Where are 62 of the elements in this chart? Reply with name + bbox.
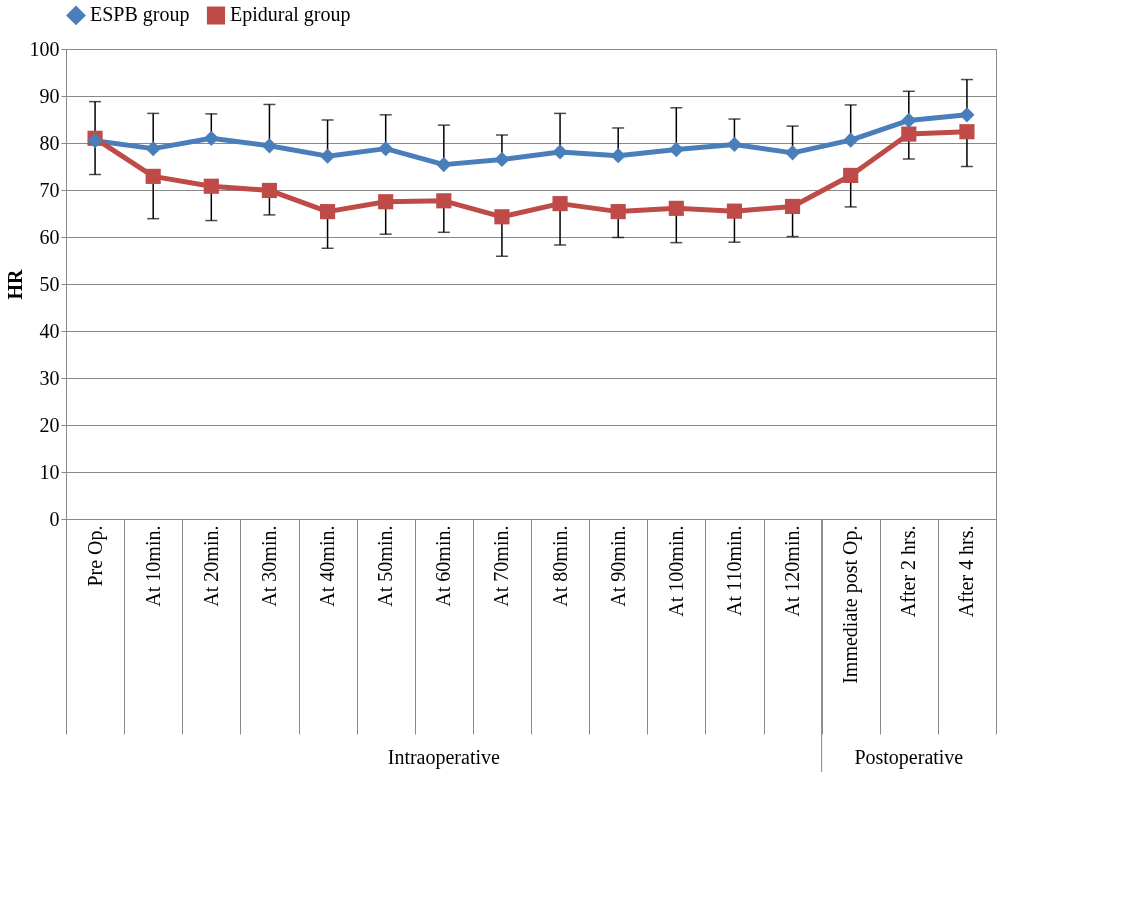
point bbox=[436, 193, 452, 209]
point bbox=[959, 107, 975, 123]
x-tick-label: At 40min. bbox=[316, 525, 339, 607]
legend-label: Epidural group bbox=[230, 3, 351, 27]
x-tick-label: At 60min. bbox=[432, 525, 455, 607]
x-tick-label: At 70min. bbox=[490, 525, 513, 607]
x-tick-label: After 4 hrs. bbox=[955, 525, 978, 618]
point bbox=[726, 136, 743, 152]
x-tick-label: At 10min. bbox=[141, 525, 164, 607]
x-tick-label: At 100min. bbox=[664, 525, 687, 617]
point bbox=[552, 144, 568, 160]
point bbox=[901, 126, 917, 142]
point bbox=[959, 124, 975, 140]
x-tick-label: At 80min. bbox=[548, 525, 571, 607]
point bbox=[203, 130, 219, 146]
point bbox=[668, 200, 684, 216]
point bbox=[784, 198, 801, 215]
x-tick-label: At 50min. bbox=[374, 525, 397, 607]
point bbox=[726, 203, 743, 219]
point bbox=[378, 194, 394, 210]
point bbox=[319, 148, 336, 164]
legend-label: ESPB group bbox=[90, 3, 190, 27]
point bbox=[261, 138, 278, 154]
point bbox=[843, 167, 859, 184]
text: Intraoperative bbox=[387, 746, 501, 769]
text: Postoperative bbox=[854, 746, 964, 769]
y-tick-label: 30 bbox=[39, 366, 60, 389]
point bbox=[843, 132, 859, 148]
x-tick-label: At 110min. bbox=[722, 525, 745, 616]
point bbox=[319, 204, 336, 220]
point bbox=[436, 157, 452, 173]
x-tick-label: At 20min. bbox=[199, 525, 222, 607]
x-tick-label: At 30min. bbox=[257, 525, 280, 607]
point bbox=[261, 182, 278, 199]
y-tick-label: 70 bbox=[39, 178, 60, 201]
point bbox=[494, 209, 510, 225]
x-tick-label: Pre Op. bbox=[83, 525, 107, 587]
y-tick-label: 10 bbox=[39, 460, 60, 483]
y-axis-title: HR bbox=[3, 268, 26, 300]
y-tick-label: 90 bbox=[39, 84, 60, 107]
y-tick-label: 100 bbox=[29, 37, 60, 60]
point bbox=[610, 204, 626, 220]
point bbox=[145, 168, 161, 184]
point bbox=[552, 196, 568, 212]
x-tick-label: At 120min. bbox=[781, 525, 804, 617]
point bbox=[610, 148, 626, 164]
point bbox=[145, 141, 161, 157]
x-tick-label: Immediate post Op. bbox=[839, 525, 863, 684]
x-tick-label: After 2 hrs. bbox=[897, 525, 920, 618]
point bbox=[668, 142, 684, 158]
point bbox=[901, 112, 917, 129]
point bbox=[494, 151, 510, 168]
y-tick-label: 80 bbox=[39, 131, 60, 154]
point bbox=[378, 141, 394, 157]
y-tick-label: 50 bbox=[39, 272, 60, 295]
point bbox=[784, 145, 801, 161]
y-tick-label: 0 bbox=[49, 507, 60, 530]
y-tick-label: 60 bbox=[39, 225, 60, 248]
y-tick-label: 20 bbox=[39, 413, 60, 436]
y-tick-label: 40 bbox=[39, 319, 60, 342]
point bbox=[203, 178, 219, 194]
x-tick-label: At 90min. bbox=[606, 525, 629, 607]
